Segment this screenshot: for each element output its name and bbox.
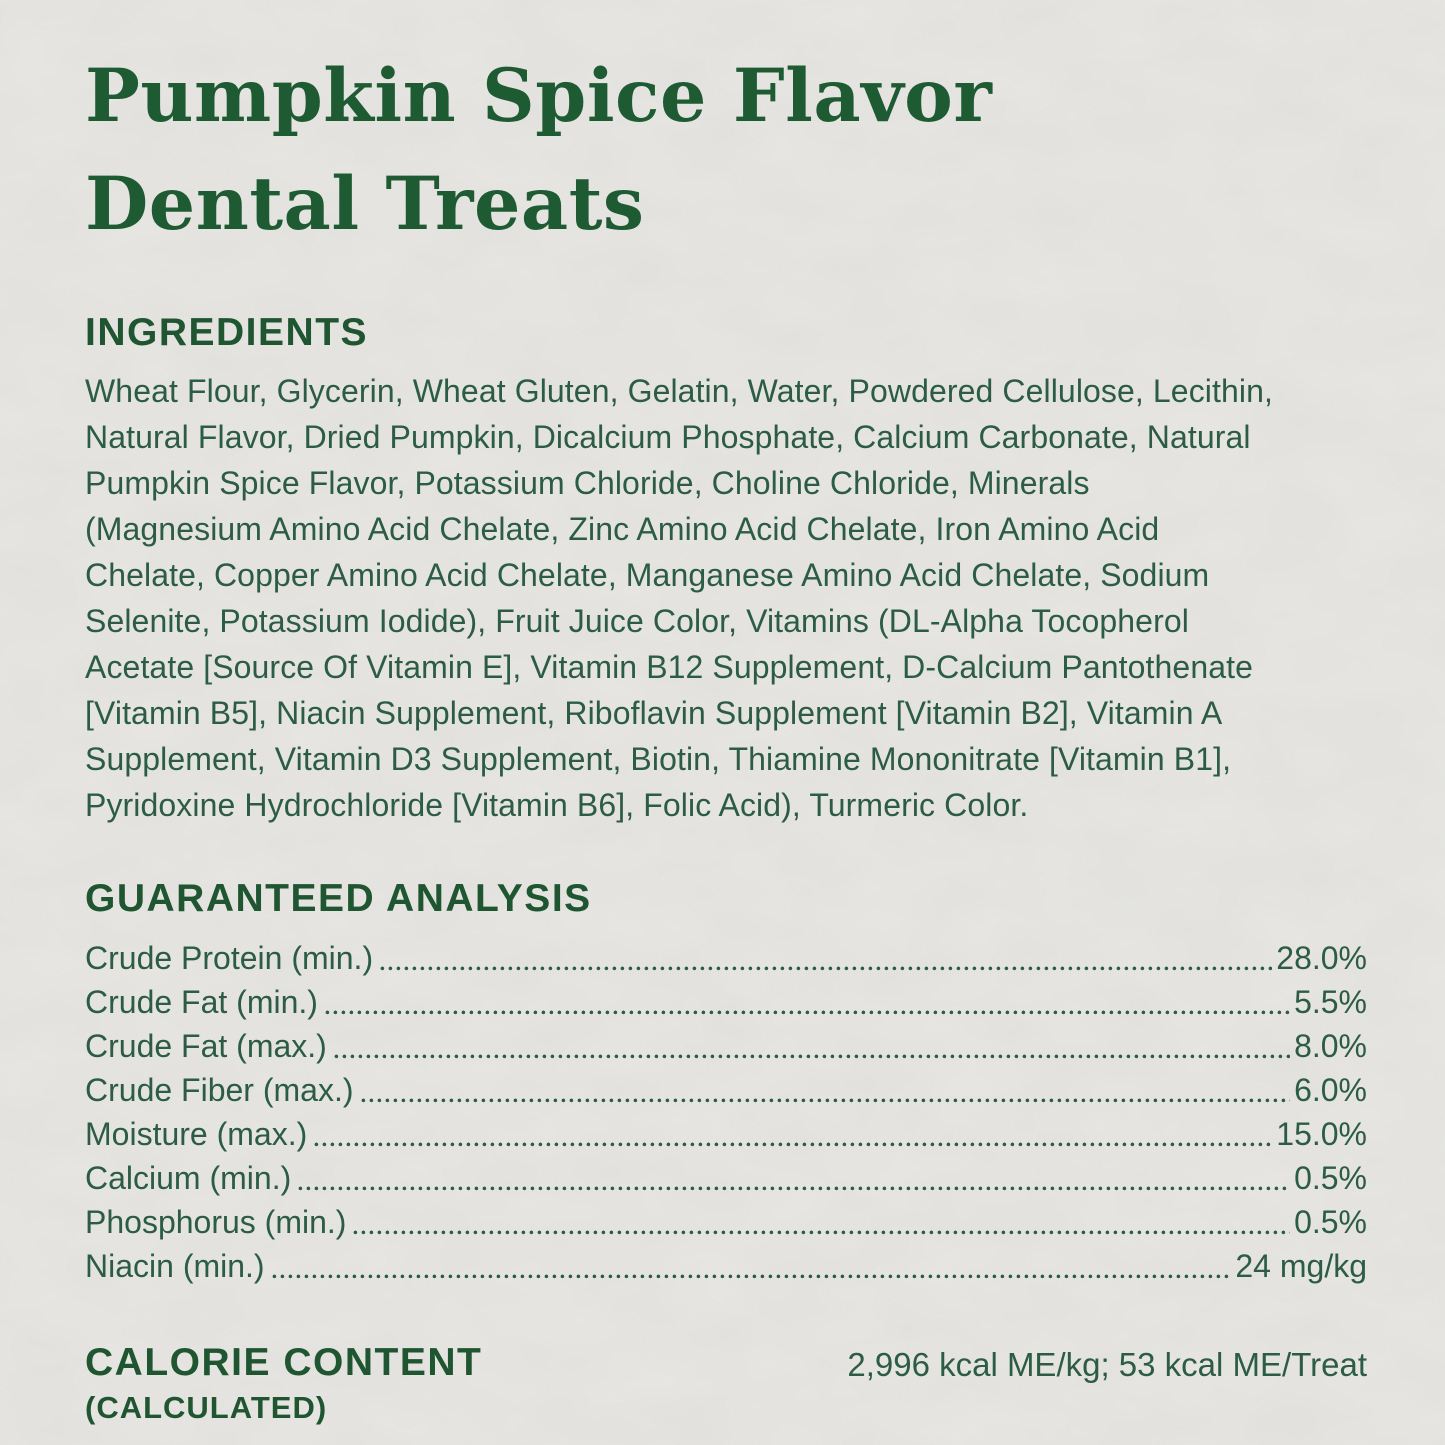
table-row: Crude Fiber (max.) 6.0% — [85, 1068, 1367, 1112]
leader-dots — [380, 966, 1273, 971]
analysis-label: Niacin (min.) — [85, 1248, 265, 1284]
analysis-label: Phosphorus (min.) — [85, 1204, 347, 1240]
ingredients-line: Wheat Flour, Glycerin, Wheat Gluten, Gel… — [85, 373, 1273, 409]
leader-dots — [314, 1142, 1273, 1147]
analysis-label: Crude Fiber (max.) — [85, 1072, 354, 1108]
table-row: Crude Fat (min.) 5.5% — [85, 980, 1367, 1024]
analysis-label: Crude Fat (min.) — [85, 984, 318, 1020]
analysis-value: 6.0% — [1294, 1072, 1367, 1108]
analysis-value: 0.5% — [1294, 1204, 1367, 1240]
calorie-content-value: 2,996 kcal ME/kg; 53 kcal ME/Treat — [847, 1346, 1367, 1383]
ingredients-line: Supplement, Vitamin D3 Supplement, Bioti… — [85, 741, 1232, 777]
analysis-label: Calcium (min.) — [85, 1160, 292, 1196]
leader-dots — [298, 1186, 1291, 1191]
table-row: Niacin (min.) 24 mg/kg — [85, 1244, 1367, 1288]
table-row: Calcium (min.) 0.5% — [85, 1156, 1367, 1200]
ingredients-line: Selenite, Potassium Iodide), Fruit Juice… — [85, 603, 1189, 639]
analysis-label: Crude Fat (max.) — [85, 1028, 327, 1064]
page-title: Pumpkin Spice Flavor Dental Treats — [85, 42, 1367, 258]
table-row: Crude Fat (max.) 8.0% — [85, 1024, 1367, 1068]
calorie-content-heading-line1: CALORIE CONTENT — [85, 1341, 483, 1384]
leader-dots — [271, 1274, 1232, 1279]
ingredients-line: Natural Flavor, Dried Pumpkin, Dicalcium… — [85, 419, 1251, 455]
ingredients-line: Pumpkin Spice Flavor, Potassium Chloride… — [85, 465, 1090, 501]
ingredients-line: Chelate, Copper Amino Acid Chelate, Mang… — [85, 557, 1210, 593]
ingredients-heading: INGREDIENTS — [85, 311, 369, 354]
calorie-content-heading-line2: (CALCULATED) — [85, 1390, 328, 1425]
label-content: Pumpkin Spice Flavor Dental Treats INGRE… — [85, 0, 1367, 1430]
table-row: Phosphorus (min.) 0.5% — [85, 1200, 1367, 1244]
leader-dots — [324, 1010, 1291, 1015]
ingredients-line: Pyridoxine Hydrochloride [Vitamin B6], F… — [85, 787, 1029, 823]
analysis-label: Moisture (max.) — [85, 1116, 308, 1152]
analysis-value: 28.0% — [1276, 940, 1367, 976]
analysis-value: 0.5% — [1294, 1160, 1367, 1196]
page-title-line1: Pumpkin Spice Flavor — [85, 53, 993, 139]
ingredients-line: Acetate [Source Of Vitamin E], Vitamin B… — [85, 649, 1254, 685]
guaranteed-analysis-heading: GUARANTEED ANALYSIS — [85, 877, 592, 920]
ingredients-line: [Vitamin B5], Niacin Supplement, Ribofla… — [85, 695, 1223, 731]
table-row: Moisture (max.) 15.0% — [85, 1112, 1367, 1156]
calorie-content-heading: CALORIE CONTENT (CALCULATED) — [85, 1340, 482, 1430]
ingredients-line: (Magnesium Amino Acid Chelate, Zinc Amin… — [85, 511, 1160, 547]
analysis-value: 5.5% — [1294, 984, 1367, 1020]
leader-dots — [353, 1230, 1291, 1235]
ingredients-text: Wheat Flour, Glycerin, Wheat Gluten, Gel… — [85, 368, 1367, 828]
page-title-line2: Dental Treats — [85, 161, 645, 247]
analysis-value: 15.0% — [1276, 1116, 1367, 1152]
analysis-value: 24 mg/kg — [1235, 1248, 1367, 1284]
leader-dots — [360, 1098, 1291, 1103]
table-row: Crude Protein (min.) 28.0% — [85, 936, 1367, 980]
calorie-content-section: CALORIE CONTENT (CALCULATED) 2,996 kcal … — [85, 1340, 1367, 1430]
leader-dots — [333, 1054, 1291, 1059]
guaranteed-analysis-table: Crude Protein (min.) 28.0% Crude Fat (mi… — [85, 936, 1367, 1288]
analysis-value: 8.0% — [1294, 1028, 1367, 1064]
analysis-label: Crude Protein (min.) — [85, 940, 374, 976]
